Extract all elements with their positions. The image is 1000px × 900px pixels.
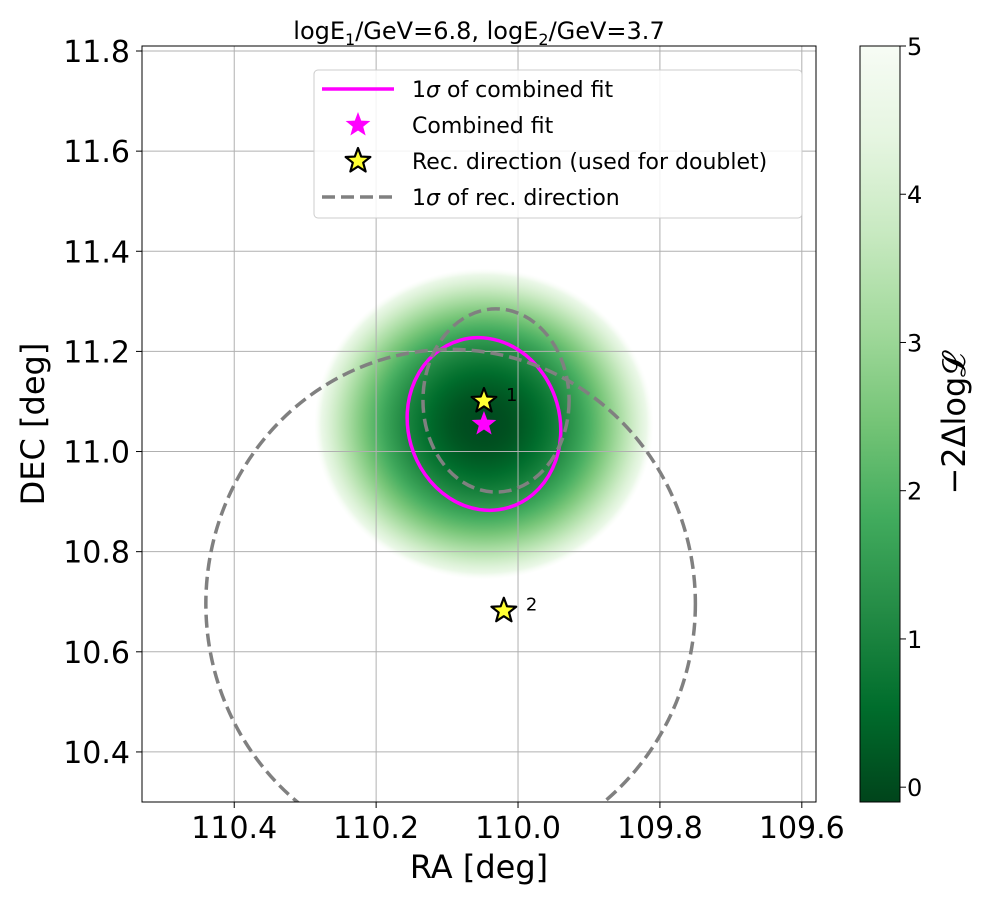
colorbar-label: −2Δlog𝓛 bbox=[935, 350, 973, 495]
y-tick-label: 11.6 bbox=[63, 135, 130, 170]
y-tick-label: 11.0 bbox=[63, 436, 130, 471]
y-tick-label: 10.4 bbox=[63, 736, 130, 771]
y-tick-label: 10.8 bbox=[63, 536, 130, 571]
legend-label: 1σ of combined fit bbox=[412, 78, 614, 103]
combined-fit-contour bbox=[405, 335, 563, 513]
y-axis-label: DEC [deg] bbox=[14, 343, 52, 506]
y-tick-label: 11.8 bbox=[63, 35, 130, 70]
legend-label: Rec. direction (used for doublet) bbox=[412, 150, 767, 175]
x-axis-ticks: 110.4 110.2 110.0 109.8 109.6 bbox=[191, 802, 845, 846]
x-axis-label: RA [deg] bbox=[410, 848, 548, 886]
x-tick-label: 109.8 bbox=[617, 811, 703, 846]
chart-title-part: logE bbox=[293, 17, 345, 45]
series-layer bbox=[204, 307, 698, 802]
legend-label-part: 1 bbox=[412, 186, 426, 211]
colorbar: 0 1 2 3 4 5 bbox=[859, 33, 922, 803]
legend-star-outlined-icon bbox=[344, 146, 372, 173]
legend-label: 1σ of rec. direction bbox=[412, 186, 620, 211]
rec-direction-contour bbox=[421, 307, 571, 494]
rec-direction-contour bbox=[204, 347, 698, 802]
x-tick-label: 109.6 bbox=[759, 811, 845, 846]
rec-direction-label: 1 bbox=[506, 385, 517, 406]
legend-star-icon bbox=[345, 112, 371, 136]
chart-title-part: /GeV=6.8, logE bbox=[355, 17, 538, 45]
rec-direction-star bbox=[470, 386, 498, 413]
marker-layer: 12 bbox=[470, 385, 537, 623]
y-tick-label: 10.6 bbox=[63, 636, 130, 671]
legend-label-part: 1 bbox=[412, 78, 426, 103]
legend-label-text: of rec. direction bbox=[440, 186, 620, 211]
plot-frame bbox=[141, 45, 817, 803]
combined-fit-star bbox=[471, 411, 497, 435]
legend-label-text: of combined fit bbox=[440, 78, 614, 103]
colorbar-tick-label: 2 bbox=[907, 478, 922, 506]
x-tick-label: 110.4 bbox=[191, 811, 277, 846]
legend-label-greek: σ bbox=[426, 186, 441, 211]
y-tick-label: 11.4 bbox=[63, 235, 130, 270]
colorbar-gradient bbox=[859, 45, 901, 803]
chart-title-part: 1 bbox=[345, 30, 355, 49]
legend-label-text: Combined fit bbox=[412, 114, 554, 139]
legend-label: Combined fit bbox=[412, 114, 554, 139]
grid-lines bbox=[142, 46, 816, 802]
x-tick-label: 110.0 bbox=[475, 811, 561, 846]
legend-label-text: Rec. direction (used for doublet) bbox=[412, 150, 767, 175]
colorbar-tick-label: 0 bbox=[907, 774, 922, 802]
colorbar-tick-label: 3 bbox=[907, 329, 922, 357]
legend-label-greek: σ bbox=[426, 78, 441, 103]
rec-direction-star bbox=[490, 596, 518, 623]
colorbar-tick-label: 5 bbox=[907, 33, 922, 61]
y-axis-ticks: 10.4 10.6 10.8 11.0 11.2 11.4 11.6 11.8 bbox=[63, 35, 142, 771]
x-tick-label: 110.2 bbox=[333, 811, 419, 846]
rec-direction-label: 2 bbox=[526, 595, 537, 616]
chart-title-part: /GeV=3.7 bbox=[549, 17, 665, 45]
chart-title: logE1/GeV=6.8, logE2/GeV=3.7 bbox=[293, 17, 664, 49]
colorbar-tick-label: 1 bbox=[907, 626, 922, 654]
y-tick-label: 11.2 bbox=[63, 335, 130, 370]
legend-box bbox=[313, 69, 803, 219]
colorbar-tick-label: 4 bbox=[907, 181, 922, 209]
chart-title-part: 2 bbox=[538, 30, 548, 49]
